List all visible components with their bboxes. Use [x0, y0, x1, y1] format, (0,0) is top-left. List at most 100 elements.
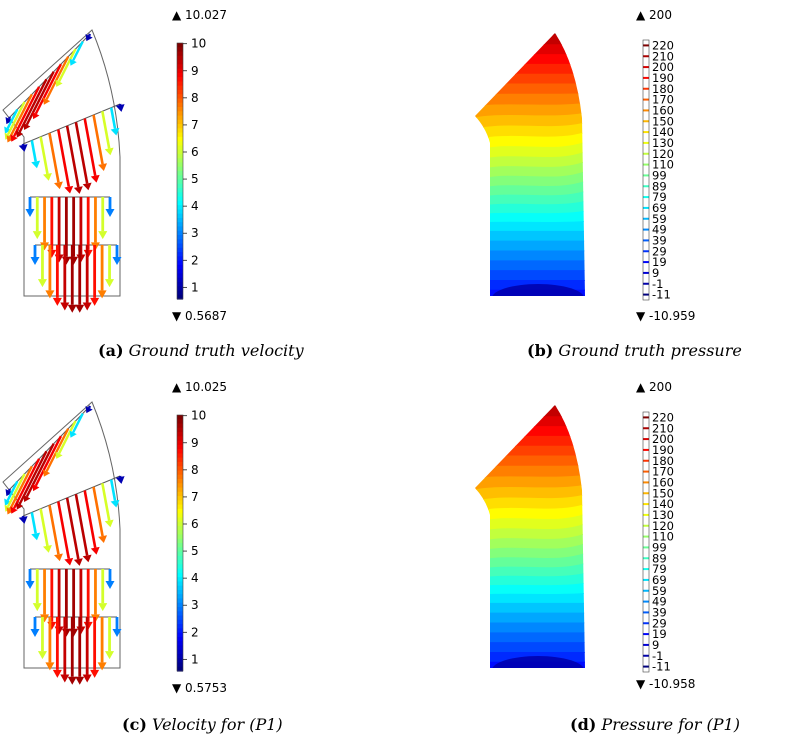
velocity-arrow-head	[43, 545, 52, 553]
colorbar-segment	[177, 247, 183, 253]
colorbar-tick-label: 49	[652, 595, 667, 609]
velocity-arrow-head	[82, 302, 92, 311]
pressure-band	[475, 230, 585, 242]
colorbar-segment	[177, 598, 183, 604]
velocity-arrow-shaft	[48, 132, 60, 183]
velocity-arrow-head	[55, 451, 63, 459]
colorbar-tick-label: 39	[652, 605, 667, 619]
velocity-arrow-head	[73, 186, 83, 194]
colorbar-tick-label: 9	[652, 638, 659, 652]
velocity-arrow-head	[115, 104, 125, 112]
colorbar-segment	[177, 419, 183, 425]
colorbar-segment	[177, 444, 183, 450]
colorbar-segment	[177, 649, 183, 655]
panel-caption: (d) Pressure for (P1)	[570, 715, 740, 734]
velocity-arrow-shaft	[8, 488, 12, 492]
colorbar-segment	[177, 171, 183, 176]
colorbar-segment	[177, 483, 183, 489]
colorbar-segment	[177, 81, 183, 87]
colorbar-tick-label: 4	[191, 199, 199, 213]
pressure-band	[475, 426, 585, 437]
pressure-band	[475, 435, 585, 447]
velocity-arrow-head	[82, 182, 92, 191]
velocity-arrow-head	[32, 231, 42, 240]
velocity-min-label: ▼ 0.5687	[172, 309, 228, 323]
colorbar-tick-label: 1	[191, 652, 199, 666]
velocity-arrow-shaft	[109, 479, 117, 501]
colorbar-segment	[177, 277, 183, 283]
velocity-min-label: ▼ 0.5753	[172, 681, 228, 695]
colorbar-segment	[177, 594, 183, 600]
colorbar-tick-label: 190	[652, 71, 674, 85]
caption-tag: (d)	[570, 715, 597, 734]
velocity-arrow-shaft	[25, 443, 55, 498]
colorbar-segment	[177, 619, 183, 625]
pressure-band	[475, 63, 585, 75]
pressure-min-label: ▼ -10.959	[636, 309, 696, 323]
colorbar-tick-label: 49	[652, 223, 667, 237]
pressure-band	[475, 34, 585, 46]
velocity-arrow-head	[90, 297, 100, 306]
velocity-arrow-head	[31, 160, 41, 169]
colorbar-segment	[177, 149, 183, 155]
velocity-arrow-head	[4, 126, 12, 134]
colorbar-segment	[177, 260, 183, 266]
caption-text: Ground truth velocity	[128, 341, 304, 360]
colorbar-tick-label: 59	[652, 584, 667, 598]
velocity-arrow-head	[43, 173, 52, 181]
velocity-arrow-head	[30, 257, 40, 265]
colorbar-segment	[177, 581, 183, 587]
colorbar-segment	[177, 77, 183, 82]
pressure-field	[475, 33, 585, 296]
velocity-plot: 10 9 8 7 6 5 4 3 2 1	[2, 401, 206, 685]
velocity-arrow-head	[5, 116, 13, 125]
colorbar-segment	[177, 632, 183, 638]
colorbar-tick-label: 2	[191, 253, 199, 267]
pressure-low-region	[492, 656, 584, 668]
colorbar-tick-label: 5	[191, 172, 199, 186]
pressure-band	[475, 455, 585, 468]
velocity-arrow-shaft	[30, 140, 37, 162]
pressure-band	[475, 44, 585, 55]
pressure-plot: 2202102001901801701601501401301201109989…	[475, 33, 674, 302]
velocity-arrow-head	[43, 97, 51, 105]
velocity-arrow-shaft	[92, 486, 104, 537]
colorbar-segment	[177, 294, 183, 300]
colorbar-tick-label: 120	[652, 519, 674, 533]
velocity-arrow-shaft	[12, 86, 41, 137]
colorbar-segment	[177, 521, 183, 527]
colorbar-segment	[177, 427, 183, 433]
colorbar-segment	[177, 551, 183, 557]
colorbar-segment	[177, 64, 183, 70]
velocity-arrow-shaft	[7, 473, 26, 507]
velocity-arrow-shaft	[7, 101, 26, 135]
velocity-arrow-head	[32, 483, 40, 492]
colorbar-segment	[177, 628, 183, 634]
pressure-band	[475, 405, 585, 408]
colorbar-segment	[177, 239, 183, 245]
colorbar-segment	[177, 636, 183, 642]
colorbar-frame	[176, 42, 184, 300]
section-line	[22, 103, 121, 145]
colorbar-segment	[177, 55, 183, 61]
pressure-field	[475, 405, 585, 668]
velocity-arrow-shaft	[101, 111, 111, 149]
velocity-arrow-head	[69, 58, 77, 66]
colorbar-segment	[177, 269, 183, 274]
colorbar-segment	[177, 205, 183, 210]
velocity-arrow-shaft	[34, 63, 62, 115]
colorbar-segment	[177, 589, 183, 595]
pressure-band	[475, 622, 585, 634]
colorbar-segment	[177, 513, 183, 518]
colorbar-tick-label: 170	[652, 465, 674, 479]
velocity-arrow-head	[64, 185, 74, 194]
colorbar-segment	[177, 153, 183, 159]
velocity-arrow-shaft	[65, 125, 80, 188]
pressure-low-region	[492, 284, 584, 296]
velocity-arrow-head	[90, 174, 100, 183]
colorbar-tick-label: 69	[652, 201, 667, 215]
velocity-arrow-shaft	[88, 405, 92, 409]
colorbar-tick-label: 79	[652, 562, 667, 576]
pressure-band	[475, 83, 585, 96]
colorbar-segment	[177, 192, 183, 198]
